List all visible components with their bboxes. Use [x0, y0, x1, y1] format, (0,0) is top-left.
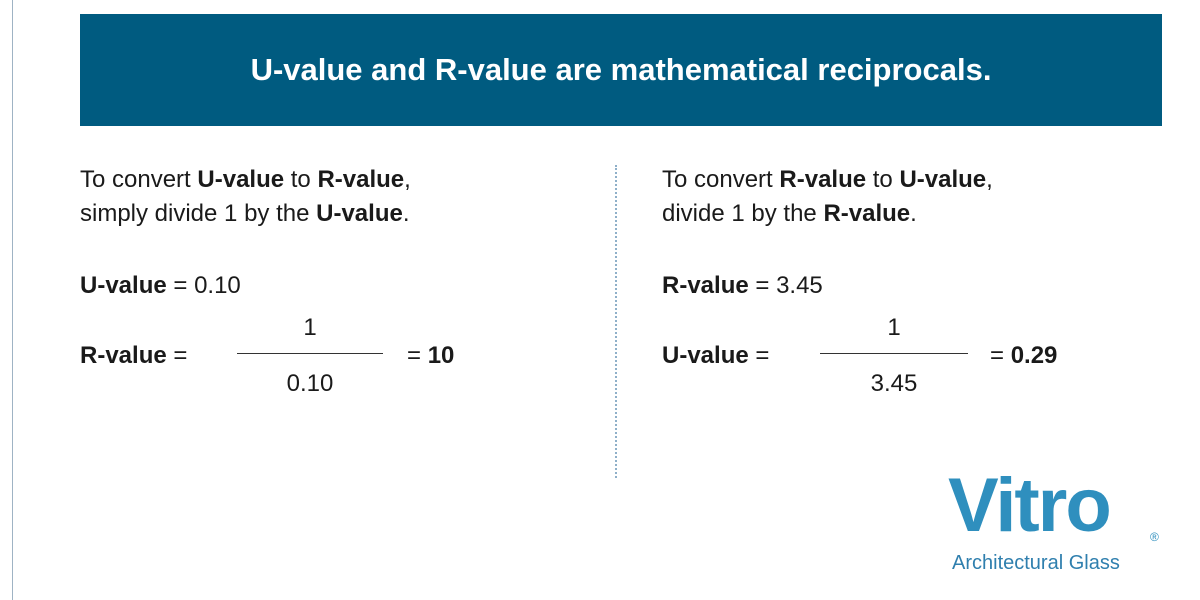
numerator: 1	[887, 314, 901, 341]
instruction-line: divide 1 by the R-value.	[662, 198, 917, 230]
denominator: 0.10	[286, 370, 334, 397]
given: U-value = 0.10	[80, 270, 241, 302]
result-label: R-value =	[80, 340, 187, 372]
term: R-value	[823, 200, 911, 227]
term: R-value	[662, 272, 749, 299]
result-value: 0.29	[1010, 342, 1058, 369]
text: To convert	[80, 166, 191, 193]
text: to	[872, 166, 893, 193]
term: U-value	[80, 272, 167, 299]
result-value: 10	[427, 342, 455, 369]
text: ,	[986, 166, 993, 193]
instruction-line: To convert U-value to R-value,	[80, 164, 411, 196]
logo-tagline: Architectural Glass	[952, 552, 1120, 574]
term: U-value	[899, 166, 987, 193]
instruction-line: simply divide 1 by the U-value.	[80, 198, 410, 230]
text: .	[402, 200, 410, 227]
instruction-line: To convert R-value to U-value,	[662, 164, 993, 196]
value: 3.45	[776, 272, 823, 299]
term: U-value	[316, 200, 403, 227]
banner: U-value and R-value are mathematical rec…	[80, 14, 1162, 126]
equals: =	[755, 342, 770, 369]
text: To convert	[662, 166, 773, 193]
denominator: 3.45	[870, 370, 918, 397]
title: U-value and R-value are mathematical rec…	[250, 52, 992, 87]
numerator: 1	[303, 314, 317, 341]
term: R-value	[80, 342, 167, 369]
term: R-value	[317, 166, 405, 193]
value: 0.10	[194, 272, 241, 299]
equals: =	[990, 342, 1005, 369]
equals: =	[173, 342, 188, 369]
equals: =	[755, 272, 770, 299]
equals: =	[407, 342, 422, 369]
edge-line	[12, 0, 13, 600]
term: U-value	[197, 166, 285, 193]
divider	[615, 165, 617, 478]
text: to	[290, 166, 311, 193]
text: simply divide 1 by the	[80, 200, 310, 227]
fraction-bar	[820, 353, 968, 354]
text: divide 1 by the	[662, 200, 817, 227]
logo-mark: ®	[1150, 530, 1159, 544]
text: .	[910, 200, 917, 227]
result-label: U-value =	[662, 340, 769, 372]
result: = 0.29	[990, 340, 1057, 372]
logo-name: Vitro	[948, 463, 1112, 548]
term: U-value	[662, 342, 749, 369]
fraction-bar	[237, 353, 383, 354]
result: = 10	[407, 340, 454, 372]
given: R-value = 3.45	[662, 270, 823, 302]
text: ,	[404, 166, 411, 193]
term: R-value	[779, 166, 867, 193]
equals: =	[173, 272, 188, 299]
